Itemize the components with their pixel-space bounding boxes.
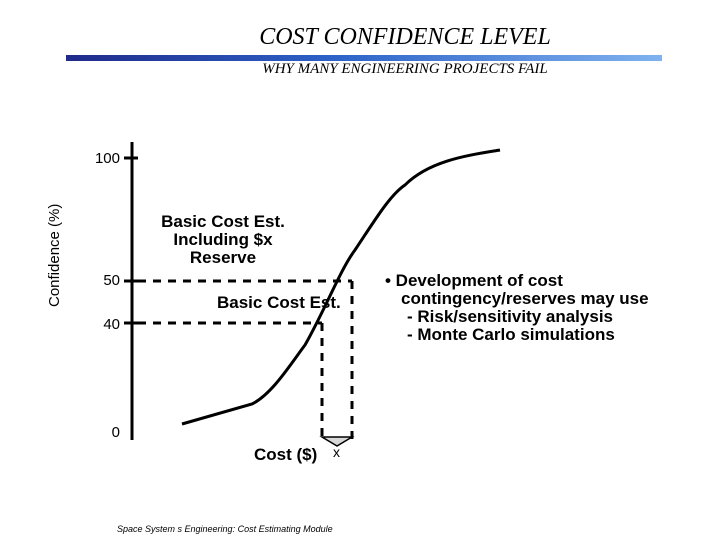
title-underline-bar <box>66 55 662 61</box>
y-axis-label: Confidence (%) <box>46 203 63 307</box>
x-marker-label: x <box>333 444 340 460</box>
page-title: COST CONFIDENCE LEVEL <box>259 24 551 50</box>
reserve-annotation-line-2: Including $x <box>173 230 273 249</box>
reserve-annotation-line-3: Reserve <box>189 248 257 267</box>
bullet-line-4: - Monte Carlo simulations <box>407 325 615 344</box>
basic-cost-annotation: Basic Cost Est. <box>217 293 341 312</box>
bullet-line-2: contingency/reserves may use <box>401 289 649 308</box>
tick-label-40: 40 <box>103 316 120 333</box>
bullet-line-3: - Risk/sensitivity analysis <box>407 307 613 326</box>
tick-label-50: 50 <box>103 272 120 289</box>
bullet-list: • Development of cost contingency/reserv… <box>385 272 649 344</box>
reserve-annotation: Basic Cost Est. Including $x Reserve <box>148 213 298 267</box>
tick-label-0: 0 <box>111 424 120 441</box>
reserve-annotation-line-1: Basic Cost Est. <box>161 212 285 231</box>
tick-label-100: 100 <box>94 150 120 167</box>
confidence-s-curve <box>181 148 501 426</box>
bullet-line-1: • Development of cost <box>385 271 563 290</box>
x-axis-label: Cost ($) <box>254 445 318 464</box>
page-subtitle: WHY MANY ENGINEERING PROJECTS FAIL <box>262 61 548 77</box>
reserve-wedge <box>319 436 355 447</box>
footer-text: Space System s Engineering: Cost Estimat… <box>117 524 333 534</box>
